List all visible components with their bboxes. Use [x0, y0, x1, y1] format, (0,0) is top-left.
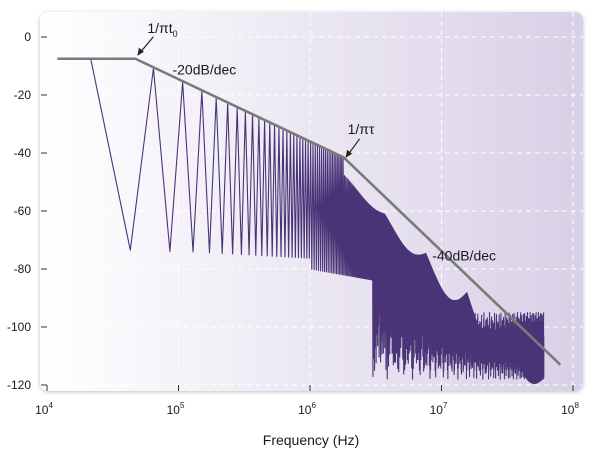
- x-tick-base: 10: [35, 403, 49, 417]
- slope-20-label: -20dB/dec: [172, 62, 236, 78]
- x-tick-exponent: 6: [311, 401, 316, 410]
- y-tick-label: -120: [7, 378, 31, 392]
- y-tick-label: -100: [7, 320, 31, 334]
- x-tick-exponent: 8: [574, 401, 579, 410]
- y-tick-label: 0: [24, 30, 31, 44]
- y-tick-label: -60: [14, 204, 32, 218]
- x-tick-label: 107: [430, 401, 448, 417]
- x-axis-title: Frequency (Hz): [263, 432, 359, 448]
- x-tick-label: 108: [561, 401, 579, 417]
- corner-t0-base: 1/πt: [147, 20, 172, 36]
- corner-tau-arrowhead: [345, 149, 353, 158]
- x-tick-label: 104: [35, 401, 53, 417]
- x-tick-base: 10: [167, 403, 181, 417]
- x-tick-label: 105: [167, 401, 185, 417]
- x-tick-base: 10: [561, 403, 575, 417]
- y-tick-label: -80: [14, 262, 32, 276]
- y-tick-label: -20: [14, 88, 32, 102]
- x-axis: 104 105 106 107 108: [35, 385, 579, 417]
- corner-t0-label: 1/πt0: [147, 20, 177, 39]
- x-tick-exponent: 4: [48, 401, 53, 410]
- corner-tau-label: 1/πτ: [348, 121, 375, 137]
- corner-t0-arrowhead: [137, 47, 144, 56]
- x-tick-base: 10: [430, 403, 444, 417]
- y-tick-label: -40: [14, 146, 32, 160]
- x-tick-exponent: 7: [443, 401, 448, 410]
- x-tick-exponent: 5: [180, 401, 185, 410]
- slope-40-label: -40dB/dec: [432, 247, 496, 263]
- x-tick-base: 10: [298, 403, 312, 417]
- envelope-asymptote-series: [57, 57, 562, 366]
- spectrum-series: [57, 58, 545, 384]
- corner-t0-subscript: 0: [173, 29, 178, 39]
- y-axis: 0 -20 -40 -60 -80 -100 -120: [7, 30, 47, 392]
- x-tick-label: 106: [298, 401, 316, 417]
- annotations: 1/πt0 -20dB/dec 1/πτ -40dB/dec: [137, 20, 496, 263]
